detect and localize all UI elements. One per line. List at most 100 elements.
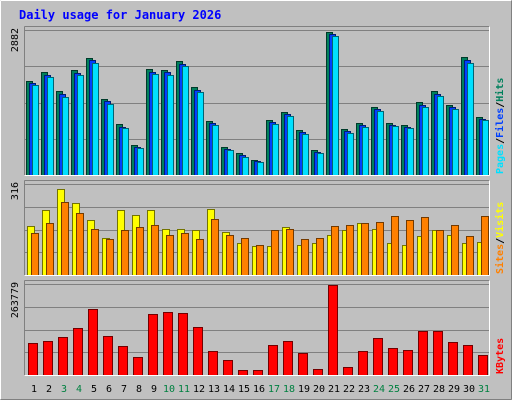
bar-pages — [408, 129, 413, 175]
day-label: 12 — [193, 384, 205, 395]
day-label: 15 — [238, 384, 250, 395]
bar-pages — [153, 75, 158, 175]
bar-pages — [288, 117, 293, 175]
day-label: 2 — [46, 384, 52, 395]
bar-kbytes — [284, 342, 292, 375]
bar-pages — [243, 158, 248, 175]
bar-kbytes — [134, 358, 142, 375]
bar-kbytes — [344, 368, 352, 375]
legend-entry: / — [495, 238, 506, 244]
day-label: 3 — [61, 384, 67, 395]
bar-kbytes — [419, 332, 427, 375]
day-label: 29 — [448, 384, 460, 395]
bar-pages — [438, 97, 443, 175]
bar-kbytes — [179, 314, 187, 375]
bar-kbytes — [254, 371, 262, 375]
bar-kbytes — [44, 342, 52, 375]
bar-sites — [437, 231, 443, 275]
legend-entry: / — [495, 138, 506, 144]
bar-pages — [108, 105, 113, 175]
bar-pages — [333, 37, 338, 175]
bar-sites — [467, 237, 473, 275]
bar-sites — [362, 224, 368, 275]
bar-pages — [393, 127, 398, 175]
bar-pages — [183, 67, 188, 175]
bar-kbytes — [479, 356, 487, 375]
bar-pages — [363, 128, 368, 175]
bar-pages — [93, 64, 98, 175]
bar-kbytes — [314, 370, 322, 375]
bar-pages — [228, 151, 233, 175]
bar-pages — [168, 76, 173, 175]
panel-legend: KBytes — [495, 338, 506, 374]
bar-kbytes — [299, 354, 307, 375]
bar-kbytes — [464, 346, 472, 375]
bar-kbytes — [59, 338, 67, 375]
bar-sites — [137, 228, 143, 275]
bar-sites — [77, 214, 83, 275]
bar-sites — [272, 231, 278, 275]
bar-sites — [482, 217, 488, 275]
bar-sites — [182, 234, 188, 275]
bar-pages — [138, 149, 143, 175]
chart-title: Daily usage for January 2026 — [19, 8, 221, 22]
bar-sites — [227, 236, 233, 275]
bar-kbytes — [119, 347, 127, 375]
bar-sites — [302, 240, 308, 275]
bar-sites — [197, 240, 203, 275]
bar-kbytes — [239, 371, 247, 375]
day-label: 13 — [208, 384, 220, 395]
bar-kbytes — [164, 313, 172, 375]
bar-pages — [33, 86, 38, 175]
bar-kbytes — [359, 352, 367, 375]
bar-kbytes — [404, 351, 412, 375]
bar-sites — [167, 236, 173, 275]
bar-pages — [348, 134, 353, 175]
bar-sites — [47, 224, 53, 275]
bar-sites — [122, 231, 128, 275]
day-label: 16 — [253, 384, 265, 395]
bar-kbytes — [194, 328, 202, 375]
bar-sites — [32, 234, 38, 275]
bar-pages — [318, 154, 323, 175]
bar-sites — [62, 203, 68, 275]
day-label: 10 — [163, 384, 175, 395]
day-axis-labels: 1 2 3 4 5 6 7 8 9 10 11 12 13 14 15 16 17 18 19 20 21 22 23 24 2… — [31, 384, 490, 395]
y-max-label: 316 — [10, 182, 21, 200]
bar-kbytes — [374, 339, 382, 375]
bar-sites — [212, 220, 218, 275]
bar-pages — [468, 64, 473, 175]
day-label: 23 — [358, 384, 370, 395]
day-label: 11 — [178, 384, 190, 395]
legend-entry: / — [495, 102, 506, 108]
day-label: 22 — [343, 384, 355, 395]
day-label: 27 — [418, 384, 430, 395]
bar-pages — [198, 93, 203, 175]
bar-kbytes — [269, 346, 277, 375]
bar-kbytes — [449, 343, 457, 375]
bar-pages — [453, 110, 458, 175]
bar-kbytes — [89, 310, 97, 375]
bar-pages — [423, 108, 428, 175]
bar-kbytes — [74, 329, 82, 375]
legend-entry: Sites — [494, 244, 506, 274]
panel-visits-sites: 316 Sites/Visits — [10, 180, 506, 276]
bar-sites — [452, 226, 458, 275]
legend-entry: Pages — [495, 144, 506, 174]
bar-sites — [152, 226, 158, 275]
day-label: 19 — [298, 384, 310, 395]
bar-pages — [273, 125, 278, 175]
day-label: 14 — [223, 384, 235, 395]
legend-entry: Visits — [494, 202, 506, 238]
y-max-label: 263779 — [10, 282, 21, 318]
y-max-label: 2882 — [10, 28, 21, 52]
bar-kbytes — [434, 332, 442, 375]
day-label: 20 — [313, 384, 325, 395]
bar-sites — [347, 226, 353, 275]
day-label: 21 — [328, 384, 340, 395]
day-label: 4 — [76, 384, 82, 395]
bar-sites — [317, 239, 323, 275]
